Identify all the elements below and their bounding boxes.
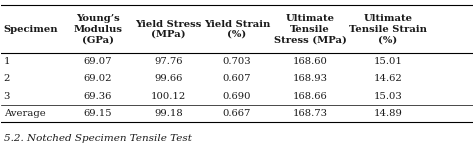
Text: 14.62: 14.62 xyxy=(374,74,402,84)
Text: 97.76: 97.76 xyxy=(155,57,183,66)
Text: Specimen: Specimen xyxy=(4,25,58,34)
Text: 168.73: 168.73 xyxy=(292,109,328,118)
Text: 0.703: 0.703 xyxy=(223,57,251,66)
Text: Ultimate
Tensile Strain
(%): Ultimate Tensile Strain (%) xyxy=(349,14,427,44)
Text: 99.66: 99.66 xyxy=(155,74,183,84)
Text: 15.01: 15.01 xyxy=(374,57,402,66)
Text: Yield Stress
(MPa): Yield Stress (MPa) xyxy=(136,20,202,39)
Text: 168.66: 168.66 xyxy=(292,92,328,101)
Text: 3: 3 xyxy=(4,92,10,101)
Text: 5.2. Notched Specimen Tensile Test: 5.2. Notched Specimen Tensile Test xyxy=(4,134,191,143)
Text: Average: Average xyxy=(4,109,46,118)
Text: 2: 2 xyxy=(4,74,10,84)
Text: 0.607: 0.607 xyxy=(223,74,251,84)
Text: 69.15: 69.15 xyxy=(84,109,112,118)
Text: Young’s
Modulus
(GPa): Young’s Modulus (GPa) xyxy=(73,14,122,44)
Text: 168.93: 168.93 xyxy=(292,74,328,84)
Text: 15.03: 15.03 xyxy=(374,92,402,101)
Text: 1: 1 xyxy=(4,57,10,66)
Text: Ultimate
Tensile
Stress (MPa): Ultimate Tensile Stress (MPa) xyxy=(273,14,346,44)
Text: 69.07: 69.07 xyxy=(84,57,112,66)
Text: 0.690: 0.690 xyxy=(223,92,251,101)
Text: Yield Strain
(%): Yield Strain (%) xyxy=(204,20,270,39)
Text: 100.12: 100.12 xyxy=(151,92,186,101)
Text: 168.60: 168.60 xyxy=(292,57,328,66)
Text: 69.02: 69.02 xyxy=(84,74,112,84)
Text: 0.667: 0.667 xyxy=(223,109,251,118)
Text: 14.89: 14.89 xyxy=(374,109,402,118)
Text: 69.36: 69.36 xyxy=(84,92,112,101)
Text: 99.18: 99.18 xyxy=(155,109,183,118)
